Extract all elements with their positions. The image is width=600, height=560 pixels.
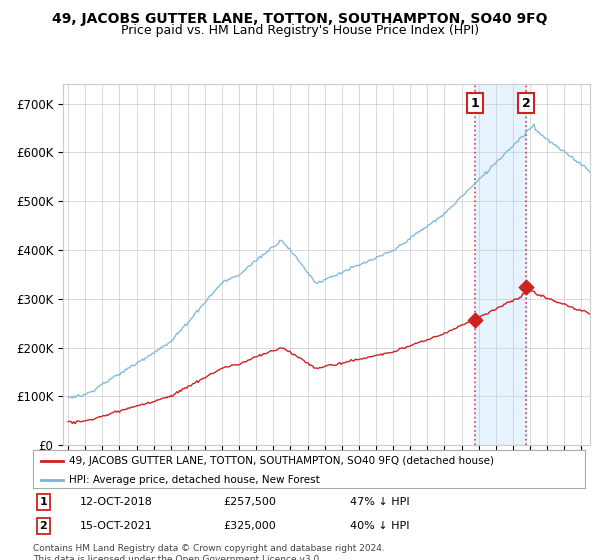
Text: Contains HM Land Registry data © Crown copyright and database right 2024.
This d: Contains HM Land Registry data © Crown c… <box>33 544 385 560</box>
Text: 49, JACOBS GUTTER LANE, TOTTON, SOUTHAMPTON, SO40 9FQ: 49, JACOBS GUTTER LANE, TOTTON, SOUTHAMP… <box>52 12 548 26</box>
Text: HPI: Average price, detached house, New Forest: HPI: Average price, detached house, New … <box>69 475 320 485</box>
Bar <box>475 84 526 445</box>
Text: 49, JACOBS GUTTER LANE, TOTTON, SOUTHAMPTON, SO40 9FQ (detached house): 49, JACOBS GUTTER LANE, TOTTON, SOUTHAMP… <box>69 456 494 466</box>
Text: Price paid vs. HM Land Registry's House Price Index (HPI): Price paid vs. HM Land Registry's House … <box>121 24 479 37</box>
Point <box>521 282 531 291</box>
Text: 40% ↓ HPI: 40% ↓ HPI <box>350 521 410 531</box>
Text: £325,000: £325,000 <box>223 521 276 531</box>
Text: 2: 2 <box>40 521 47 531</box>
Text: 15-OCT-2021: 15-OCT-2021 <box>80 521 152 531</box>
Text: £257,500: £257,500 <box>223 497 277 507</box>
Text: 1: 1 <box>40 497 47 507</box>
Point <box>470 315 480 324</box>
Text: 1: 1 <box>470 97 479 110</box>
Text: 12-OCT-2018: 12-OCT-2018 <box>80 497 153 507</box>
Text: 2: 2 <box>522 97 531 110</box>
Text: 47% ↓ HPI: 47% ↓ HPI <box>350 497 410 507</box>
